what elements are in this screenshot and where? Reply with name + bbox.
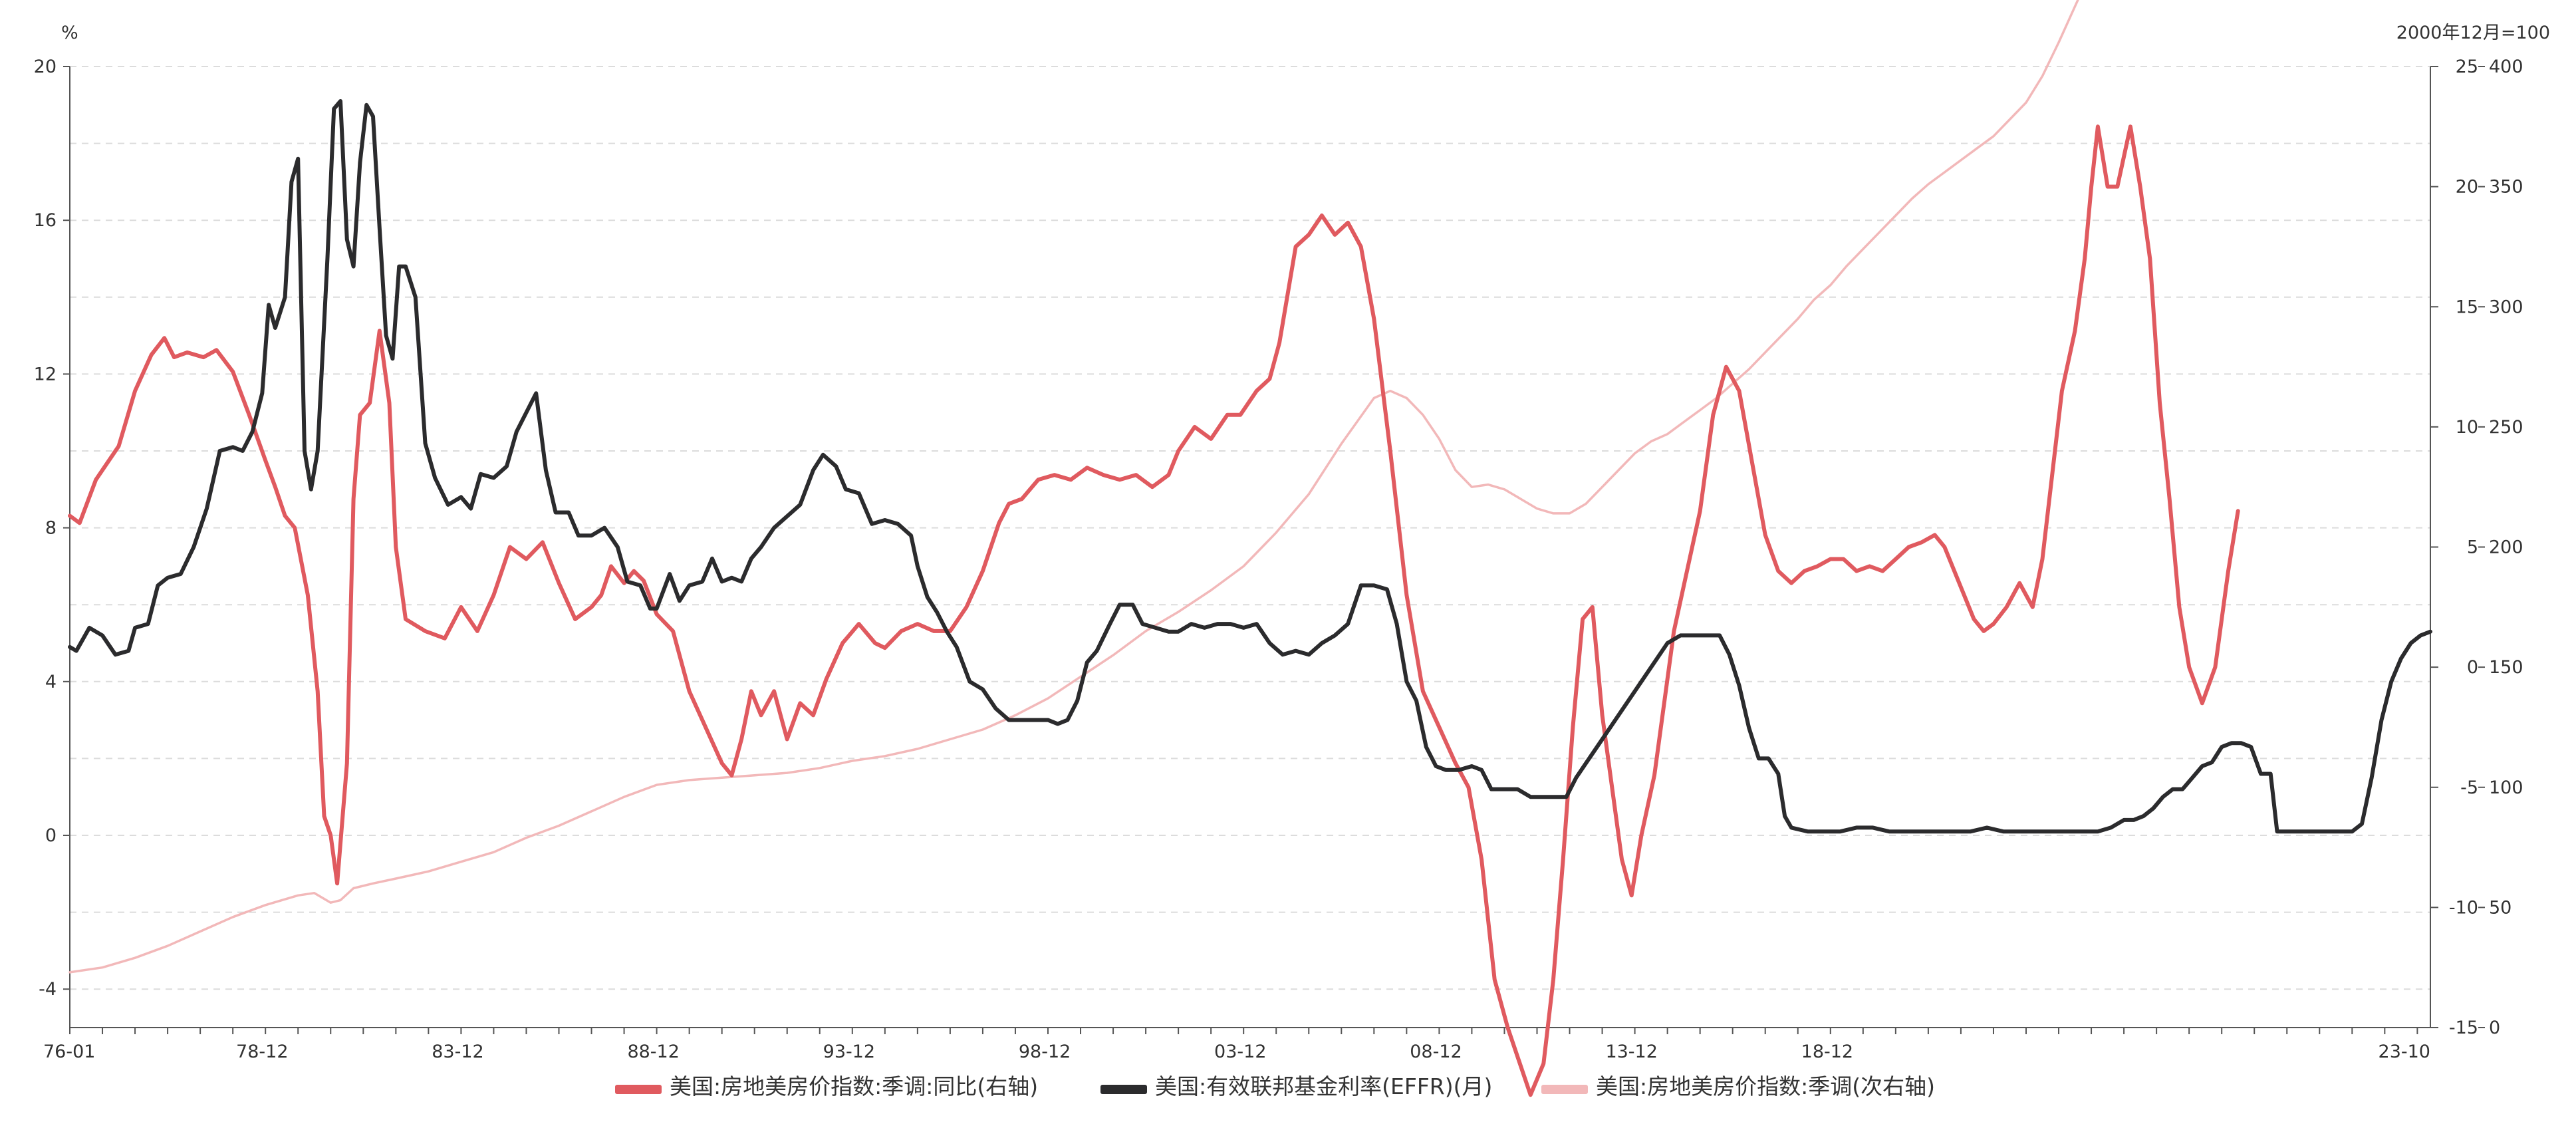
x-tick-label: 18-12 <box>1801 1042 1853 1062</box>
right-axis-unit: 2000年12月=100 <box>2396 23 2550 43</box>
right-tick-label: -10 <box>2449 897 2478 918</box>
series-line <box>68 0 2079 974</box>
legend-label: 美国:有效联邦基金利率(EFFR)(月) <box>1155 1073 1492 1099</box>
left-tick-label: 12 <box>34 364 57 384</box>
left-tick-label: 0 <box>45 825 57 846</box>
series-lines <box>68 0 2432 1097</box>
second-right-tick-label: 100 <box>2489 777 2523 798</box>
series-line <box>68 99 2432 834</box>
left-tick-label: 8 <box>45 518 57 539</box>
legend-swatch <box>1541 1085 1588 1094</box>
right-tick-label: -5 <box>2460 777 2478 798</box>
right-tick-label: 0 <box>2467 657 2478 678</box>
right-tick-label: 10 <box>2456 417 2478 438</box>
second-right-tick-label: 150 <box>2489 657 2523 678</box>
second-right-tick-label: 50 <box>2489 897 2512 918</box>
legend-swatch <box>615 1085 662 1094</box>
left-tick-label: -4 <box>39 979 57 1000</box>
second-right-tick-label: 250 <box>2489 417 2523 438</box>
legend-swatch <box>1100 1085 1147 1094</box>
right-tick-label: 25 <box>2456 57 2478 77</box>
series-line <box>68 124 2240 1097</box>
grid-lines <box>70 66 2430 990</box>
right-tick-label: -15 <box>2449 1018 2478 1038</box>
right-tick-label: 20 <box>2456 177 2478 198</box>
x-tick-label: 93-12 <box>823 1042 875 1062</box>
x-tick-label: 03-12 <box>1214 1042 1266 1062</box>
x-tick-label: 98-12 <box>1019 1042 1071 1062</box>
right-tick-label: 15 <box>2456 297 2478 317</box>
x-tick-label: 23-10 <box>2379 1042 2430 1062</box>
second-right-tick-label: 300 <box>2489 297 2523 317</box>
left-axis-unit: % <box>61 23 78 43</box>
x-tick-label: 13-12 <box>1605 1042 1657 1062</box>
left-tick-label: 20 <box>34 57 57 77</box>
second-right-tick-label: 400 <box>2489 57 2523 77</box>
left-tick-label: 4 <box>45 672 57 692</box>
legend-label: 美国:房地美房价指数:季调(次右轴) <box>1596 1073 1935 1099</box>
right-tick-label: 5 <box>2467 537 2478 558</box>
second-right-tick-label: 350 <box>2489 177 2523 198</box>
legend: 美国:房地美房价指数:季调:同比(右轴) 美国:有效联邦基金利率(EFFR)(月)… <box>615 1073 1935 1099</box>
x-tick-label: 88-12 <box>627 1042 679 1062</box>
x-tick-label: 76-01 <box>43 1042 95 1062</box>
axes: % 2000年12月=100 -4 0 4 8 12 16 20 -15 -10 -5 0 5 10 15 20… <box>34 23 2550 1062</box>
second-right-tick-label: 200 <box>2489 537 2523 558</box>
x-tick-label: 08-12 <box>1410 1042 1462 1062</box>
legend-label: 美国:房地美房价指数:季调:同比(右轴) <box>670 1073 1038 1099</box>
second-right-tick-label: 0 <box>2489 1018 2500 1038</box>
left-tick-label: 16 <box>34 210 57 231</box>
x-tick-label: 83-12 <box>432 1042 483 1062</box>
x-tick-label: 78-12 <box>236 1042 288 1062</box>
